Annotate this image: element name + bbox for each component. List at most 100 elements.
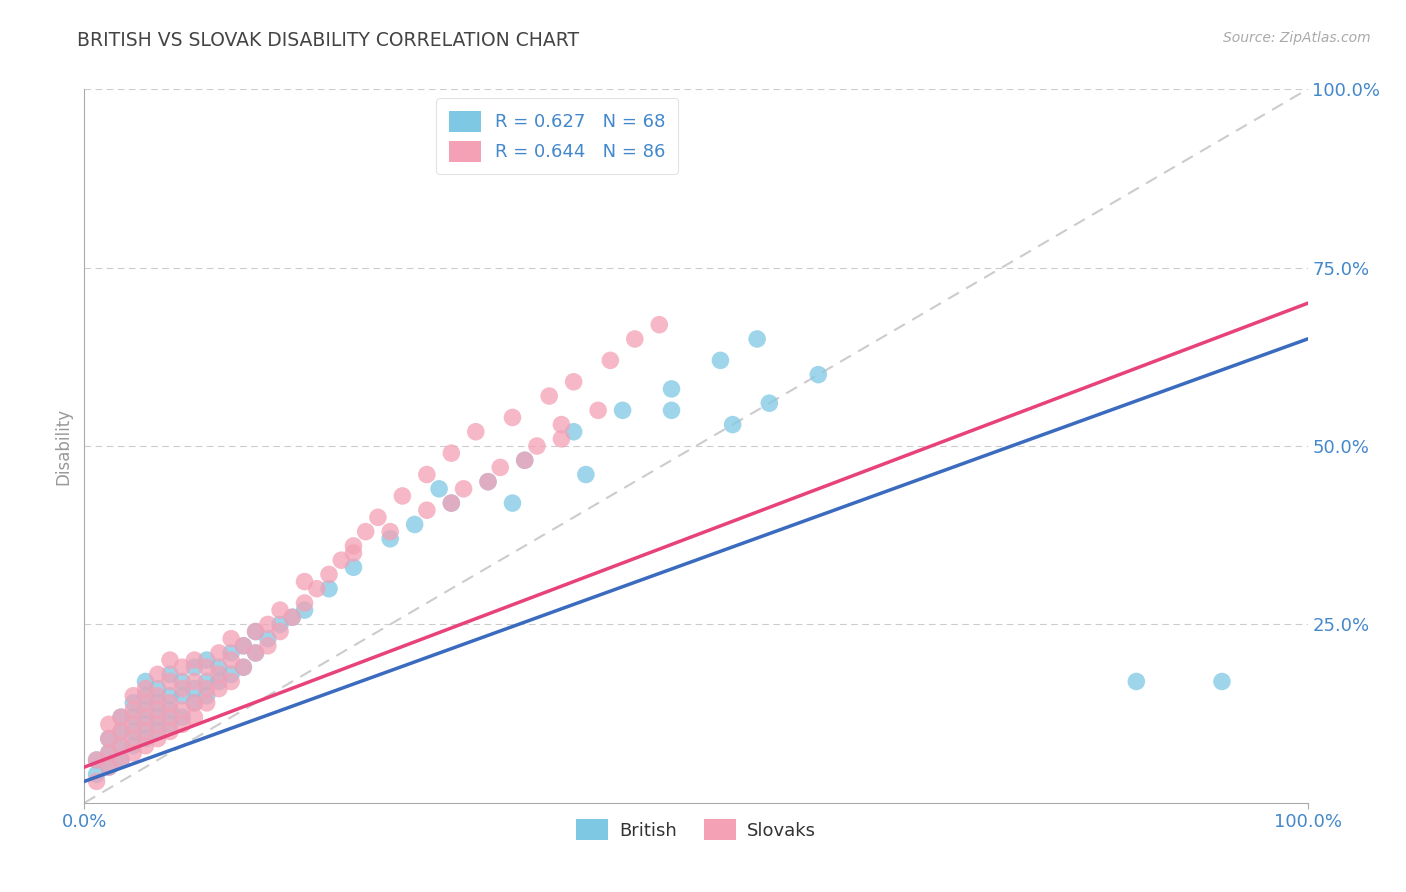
Point (661, 403, 683, 417)
Point (97, 746, 120, 760)
Point (391, 489, 413, 503)
Point (502, 496, 524, 510)
Point (135, 681, 157, 696)
Point (135, 710, 157, 724)
Point (172, 703, 194, 717)
Point (1211, 674, 1233, 689)
Point (257, 617, 280, 632)
Point (513, 453, 536, 467)
Point (550, 432, 572, 446)
Point (257, 632, 280, 646)
Point (464, 425, 486, 439)
Point (146, 731, 169, 746)
Point (172, 681, 194, 696)
Point (135, 703, 157, 717)
Point (219, 674, 242, 689)
Point (562, 375, 585, 389)
Legend: British, Slovaks: British, Slovaks (568, 812, 824, 847)
Point (159, 674, 181, 689)
Point (122, 689, 145, 703)
Point (269, 624, 291, 639)
Point (477, 475, 499, 489)
Point (318, 567, 340, 582)
Point (135, 696, 157, 710)
Text: Source: ZipAtlas.com: Source: ZipAtlas.com (1223, 31, 1371, 45)
Point (97, 746, 120, 760)
Point (440, 496, 463, 510)
Point (146, 681, 169, 696)
Point (183, 681, 205, 696)
Point (380, 524, 402, 539)
Point (110, 739, 132, 753)
Point (135, 689, 157, 703)
Point (318, 582, 340, 596)
Point (146, 667, 169, 681)
Point (159, 667, 181, 681)
Point (342, 560, 364, 574)
Point (195, 681, 218, 696)
Point (502, 410, 524, 425)
Point (758, 396, 780, 410)
Point (86, 753, 108, 767)
Point (97, 731, 120, 746)
Point (562, 425, 585, 439)
Point (232, 639, 254, 653)
Point (294, 596, 316, 610)
Point (294, 603, 316, 617)
Point (122, 746, 145, 760)
Point (97, 760, 120, 774)
Point (122, 739, 145, 753)
Point (146, 724, 169, 739)
Point (477, 475, 499, 489)
Point (195, 653, 218, 667)
Point (122, 696, 145, 710)
Point (404, 517, 426, 532)
Point (122, 731, 145, 746)
Point (110, 753, 132, 767)
Point (232, 660, 254, 674)
Point (159, 696, 181, 710)
Point (416, 467, 439, 482)
Point (330, 553, 353, 567)
Point (110, 753, 132, 767)
Point (281, 610, 304, 624)
Point (195, 674, 218, 689)
Point (416, 503, 439, 517)
Point (135, 724, 157, 739)
Point (219, 653, 242, 667)
Point (257, 639, 280, 653)
Point (1125, 674, 1147, 689)
Point (709, 353, 731, 368)
Point (526, 439, 548, 453)
Point (97, 760, 120, 774)
Point (159, 653, 181, 667)
Point (354, 524, 377, 539)
Point (97, 731, 120, 746)
Point (269, 603, 291, 617)
Y-axis label: Disability: Disability (55, 408, 73, 484)
Point (219, 667, 242, 681)
Point (86, 753, 108, 767)
Point (110, 724, 132, 739)
Point (367, 510, 389, 524)
Point (586, 403, 609, 417)
Point (135, 717, 157, 731)
Point (513, 453, 536, 467)
Point (183, 660, 205, 674)
Point (159, 689, 181, 703)
Point (159, 703, 181, 717)
Point (172, 710, 194, 724)
Point (110, 710, 132, 724)
Point (624, 332, 647, 346)
Point (159, 710, 181, 724)
Point (97, 717, 120, 731)
Point (110, 710, 132, 724)
Point (721, 417, 744, 432)
Point (219, 632, 242, 646)
Point (195, 696, 218, 710)
Point (122, 703, 145, 717)
Point (550, 417, 572, 432)
Point (172, 674, 194, 689)
Point (427, 482, 450, 496)
Text: BRITISH VS SLOVAK DISABILITY CORRELATION CHART: BRITISH VS SLOVAK DISABILITY CORRELATION… (77, 31, 579, 50)
